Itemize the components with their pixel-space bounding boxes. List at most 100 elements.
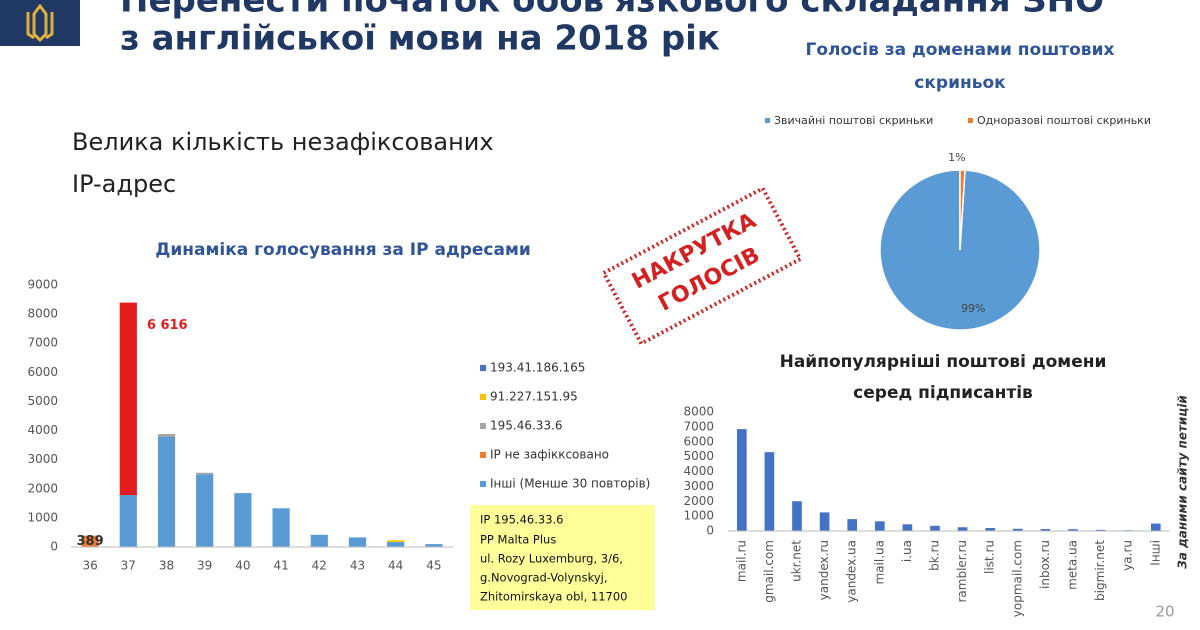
bar (1150, 523, 1161, 531)
bar (1095, 529, 1106, 531)
y-tick-label: 2000 (683, 494, 714, 508)
y-tick-label: 7000 (683, 419, 714, 433)
y-tick-label: 6000 (683, 434, 714, 448)
legend-marker (968, 118, 973, 123)
slide-title: з англійської мови на 2018 рік (120, 19, 720, 59)
bar-segment (234, 493, 252, 547)
bar (902, 524, 913, 531)
y-tick-label: 4000 (27, 423, 58, 437)
legend-marker (480, 452, 486, 458)
note-box (470, 505, 655, 610)
y-tick-label: 6000 (27, 365, 58, 379)
x-tick-label: 44 (388, 559, 403, 573)
legend-label: IP не зафікксовано (490, 448, 609, 462)
x-tick-label: gmail.com (762, 540, 776, 603)
x-tick-label: mail.ua (872, 540, 886, 584)
x-tick-label: Інші (1148, 540, 1162, 566)
bar-segment (157, 434, 176, 437)
x-tick-label: bk.ru (928, 540, 942, 571)
legend-marker (480, 365, 486, 371)
x-tick-label: ukr.net (790, 540, 804, 582)
bar (1040, 529, 1051, 531)
data-label: 1% (948, 151, 965, 164)
y-tick-label: 0 (706, 524, 714, 538)
bar-segment (310, 534, 328, 547)
x-tick-label: 43 (350, 559, 365, 573)
legend-label: 193.41.186.165 (490, 361, 585, 375)
bar-segment (387, 540, 405, 543)
x-tick-label: ya.ru (1121, 540, 1135, 571)
x-tick-label: i.ua (900, 540, 914, 562)
bar (764, 452, 775, 531)
y-tick-label: 2000 (27, 481, 58, 495)
logo-trident (26, 3, 54, 43)
bar (819, 512, 830, 531)
x-tick-label: yopmail.com (1010, 540, 1024, 617)
y-tick-label: 3000 (683, 479, 714, 493)
legend-label: 91.227.151.95 (490, 390, 578, 404)
x-tick-label: 36 (82, 559, 97, 573)
x-tick-label: list.ru (983, 540, 997, 574)
bar (1068, 529, 1078, 531)
stamp-border (601, 185, 803, 347)
subtitle: Велика кількість незафіксованих (72, 128, 494, 156)
chart-title: серед підписантів (853, 383, 1033, 403)
note-line: g.Novograd-Volynskyj, (480, 571, 607, 585)
x-tick-label: 39 (197, 559, 212, 573)
bar-segment (196, 474, 214, 547)
note-line: IP 195.46.33.6 (480, 513, 563, 527)
x-tick-label: yandex.ru (817, 540, 831, 600)
legend-marker (765, 118, 770, 123)
page-number: 20 (1155, 603, 1174, 621)
y-tick-label: 8000 (27, 307, 58, 321)
legend-label: Інші (Менше 30 повторів) (490, 477, 650, 491)
y-tick-label: 4000 (683, 464, 714, 478)
bar (792, 501, 802, 531)
bar-segment (348, 537, 367, 547)
x-tick-label: 38 (159, 559, 174, 573)
y-tick-label: 5000 (27, 394, 58, 408)
x-tick-label: bigmir.net (1093, 540, 1107, 601)
bar-segment (425, 544, 443, 547)
chart-title: Голосів за доменами поштових (806, 40, 1115, 60)
bar-segment (196, 472, 214, 475)
y-tick-label: 1000 (27, 510, 58, 524)
slide-title: Перенести початок обов'язкового складанн… (120, 0, 1104, 21)
note-line: ul. Rozy Luxemburg, 3/6, (480, 552, 623, 566)
note-line: Zhitomirskaya obl, 11700 (480, 590, 627, 604)
legend-label: Одноразові поштові скриньки (977, 114, 1151, 127)
bar-segment (272, 508, 290, 547)
bar (1012, 528, 1023, 531)
bar (736, 429, 747, 531)
bar-segment (387, 542, 405, 547)
subtitle: IP-адрес (72, 170, 176, 198)
y-tick-label: 5000 (683, 449, 714, 463)
data-label: 6 616 (147, 318, 188, 333)
source-note: За даними сайту петицій (1176, 395, 1190, 569)
x-tick-label: 40 (235, 559, 250, 573)
y-tick-label: 0 (50, 540, 58, 554)
pie-slice (959, 169, 966, 251)
bar (930, 525, 940, 531)
data-label: 389 (77, 534, 104, 549)
x-tick-label: 42 (312, 559, 327, 573)
x-tick-label: inbox.ru (1038, 540, 1052, 589)
bar (957, 527, 968, 531)
y-tick-label: 3000 (27, 452, 58, 466)
legend-marker (480, 394, 486, 400)
bar-segment (157, 436, 176, 547)
bar-segment (119, 495, 137, 547)
bar (985, 528, 996, 531)
y-tick-label: 7000 (27, 336, 58, 350)
data-label: 99% (961, 302, 985, 315)
bar (874, 521, 885, 531)
x-tick-label: meta.ua (1066, 540, 1080, 590)
chart-title: скриньок (914, 73, 1006, 93)
x-tick-label: 41 (273, 559, 288, 573)
x-tick-label: 45 (426, 559, 441, 573)
chart-title: Динаміка голосування за IP адресами (155, 240, 531, 260)
y-tick-label: 1000 (683, 509, 714, 523)
legend-marker (480, 423, 486, 429)
bar-segment (119, 302, 137, 496)
y-tick-label: 8000 (683, 405, 714, 419)
